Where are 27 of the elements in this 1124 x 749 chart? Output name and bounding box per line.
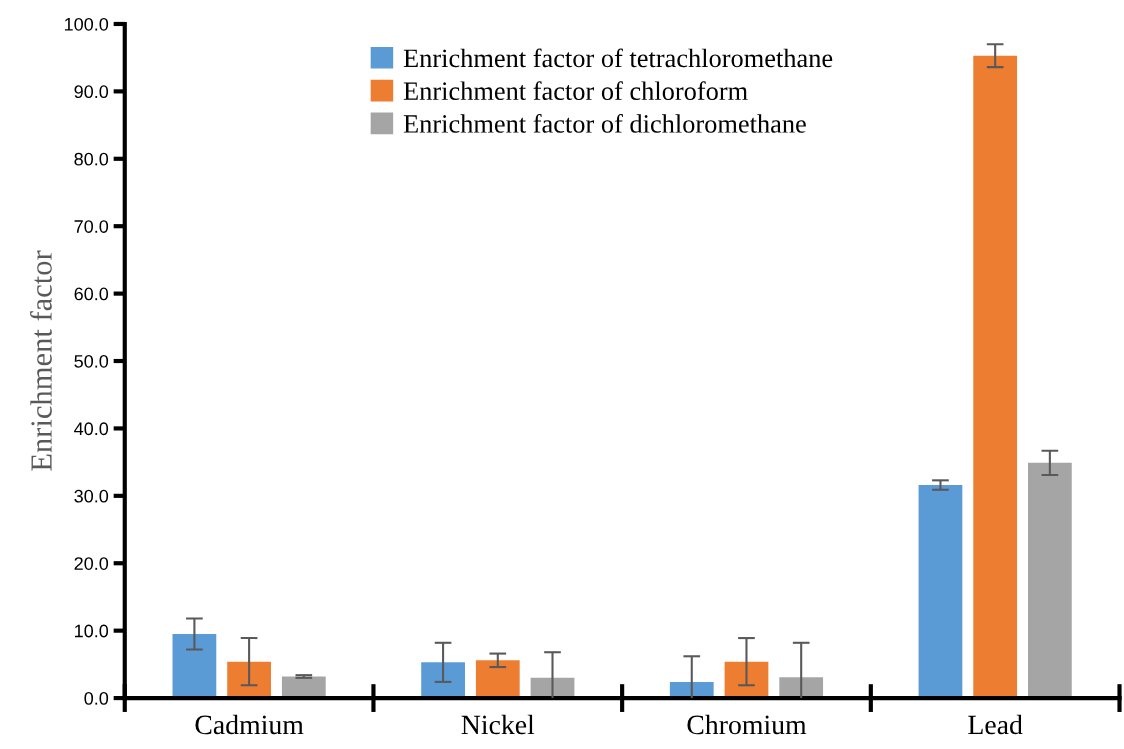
bar — [281, 676, 326, 699]
y-tick-label: 60.0 — [74, 287, 109, 301]
y-tick-label: 90.0 — [74, 85, 109, 99]
legend-label: Enrichment factor of dichloromethane — [403, 114, 806, 133]
legend-label: Enrichment factor of tetrachloromethane — [403, 48, 833, 68]
y-tick-label: 50.0 — [74, 354, 109, 368]
y-tick-label: 0.0 — [84, 692, 109, 705]
y-tick-label: 20.0 — [74, 557, 109, 570]
bar — [172, 634, 217, 699]
y-tick-label: 30.0 — [74, 489, 109, 503]
x-tick-label: Cadmium — [195, 714, 304, 735]
x-tick-label: Lead — [968, 714, 1023, 735]
y-tick-label: 40.0 — [74, 422, 109, 436]
y-tick-label: 100.0 — [64, 17, 109, 31]
x-tick-label: Nickel — [461, 714, 535, 735]
y-tick-label: 80.0 — [74, 152, 109, 166]
y-tick-label: 70.0 — [74, 220, 109, 233]
bar — [973, 55, 1018, 699]
bar — [421, 662, 465, 699]
bar — [475, 660, 520, 699]
legend-label: Enrichment factor of chloroform — [403, 81, 748, 101]
x-tick-label: Chromium — [687, 714, 807, 735]
bar — [918, 485, 963, 699]
bar — [1027, 462, 1072, 699]
bar — [227, 661, 271, 699]
y-axis-title: Enrichment factor — [30, 250, 52, 471]
y-tick-label: 10.0 — [75, 624, 109, 638]
